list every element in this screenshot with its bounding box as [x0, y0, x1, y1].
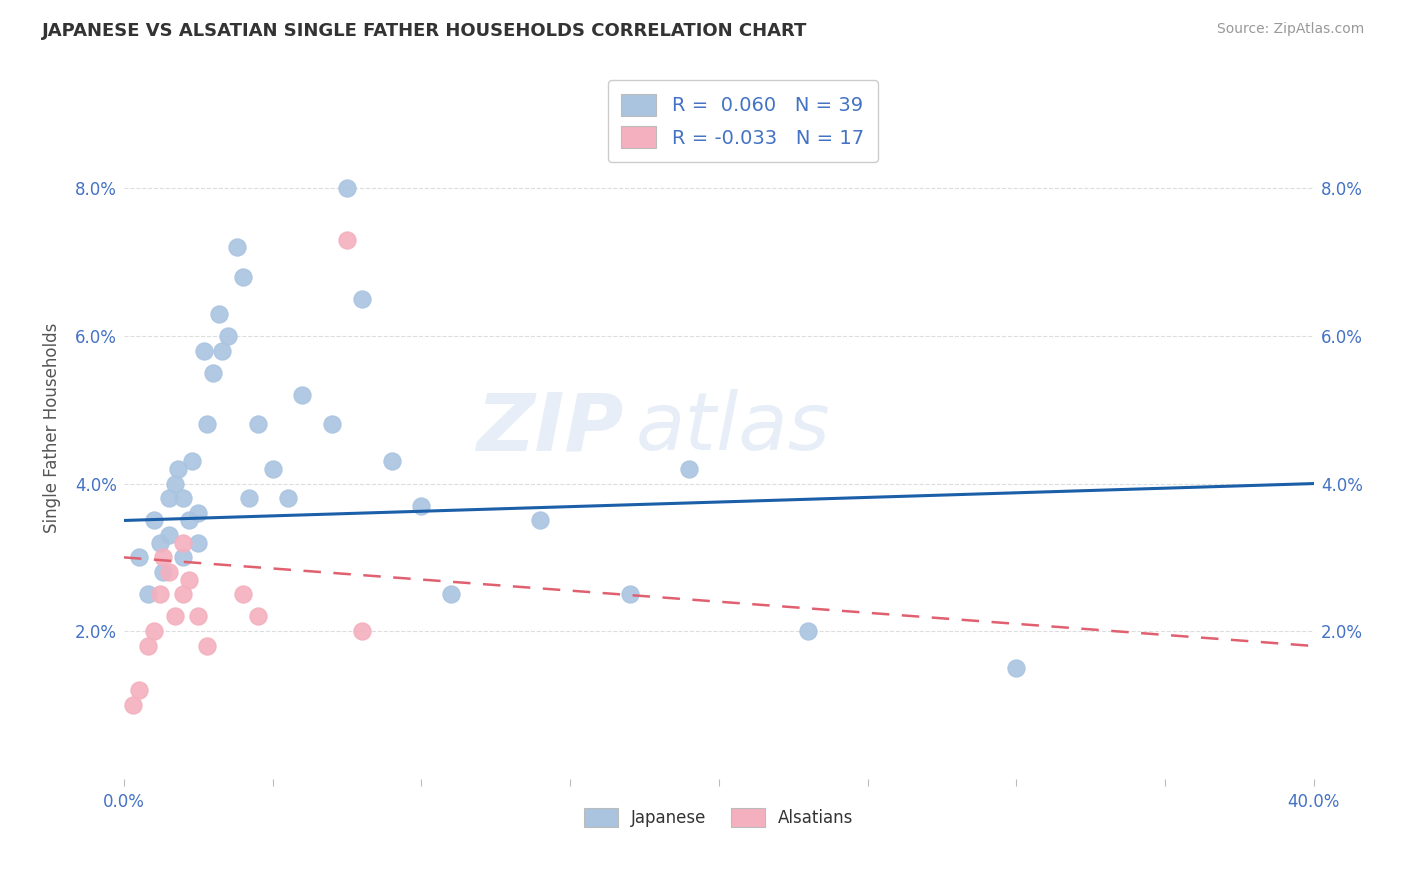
- Point: [187, 609, 209, 624]
- Point: [179, 513, 201, 527]
- Point: [336, 181, 359, 195]
- Point: [193, 343, 215, 358]
- Point: [172, 587, 194, 601]
- Point: [529, 513, 551, 527]
- Text: JAPANESE VS ALSATIAN SINGLE FATHER HOUSEHOLDS CORRELATION CHART: JAPANESE VS ALSATIAN SINGLE FATHER HOUSE…: [42, 22, 807, 40]
- Text: atlas: atlas: [636, 389, 831, 467]
- Text: ZIP: ZIP: [477, 389, 624, 467]
- Point: [172, 491, 194, 506]
- Point: [202, 366, 225, 380]
- Point: [246, 417, 269, 432]
- Point: [226, 240, 249, 254]
- Point: [336, 233, 359, 247]
- Point: [157, 491, 180, 506]
- Point: [136, 639, 159, 653]
- Point: [172, 535, 194, 549]
- Point: [128, 550, 150, 565]
- Point: [195, 639, 218, 653]
- Point: [277, 491, 299, 506]
- Point: [187, 506, 209, 520]
- Point: [163, 609, 186, 624]
- Point: [157, 565, 180, 579]
- Text: Source: ZipAtlas.com: Source: ZipAtlas.com: [1216, 22, 1364, 37]
- Point: [291, 388, 314, 402]
- Point: [232, 587, 254, 601]
- Point: [350, 292, 373, 306]
- Point: [195, 417, 218, 432]
- Point: [262, 462, 284, 476]
- Point: [128, 683, 150, 698]
- Point: [211, 343, 233, 358]
- Point: [172, 550, 194, 565]
- Point: [152, 550, 174, 565]
- Point: [187, 535, 209, 549]
- Point: [411, 499, 433, 513]
- Point: [142, 624, 165, 639]
- Y-axis label: Single Father Households: Single Father Households: [44, 323, 60, 533]
- Point: [163, 476, 186, 491]
- Point: [381, 454, 404, 468]
- Point: [217, 329, 239, 343]
- Point: [797, 624, 820, 639]
- Point: [350, 624, 373, 639]
- Point: [136, 587, 159, 601]
- Point: [181, 454, 204, 468]
- Point: [122, 698, 145, 712]
- Point: [440, 587, 463, 601]
- Point: [157, 528, 180, 542]
- Point: [142, 513, 165, 527]
- Point: [152, 565, 174, 579]
- Point: [166, 462, 188, 476]
- Point: [678, 462, 700, 476]
- Point: [246, 609, 269, 624]
- Point: [149, 587, 172, 601]
- Point: [238, 491, 260, 506]
- Point: [149, 535, 172, 549]
- Point: [619, 587, 641, 601]
- Point: [179, 573, 201, 587]
- Legend: Japanese, Alsatians: Japanese, Alsatians: [578, 801, 860, 834]
- Point: [321, 417, 343, 432]
- Point: [232, 269, 254, 284]
- Point: [1005, 661, 1028, 675]
- Point: [208, 307, 231, 321]
